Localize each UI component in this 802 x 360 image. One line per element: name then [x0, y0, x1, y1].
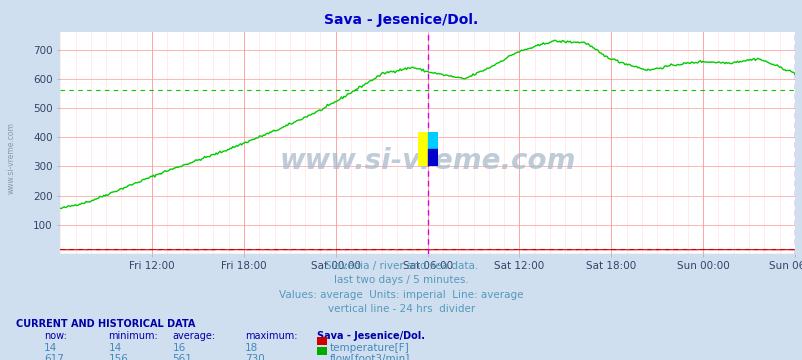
Text: 730: 730 — [245, 354, 265, 360]
Text: CURRENT AND HISTORICAL DATA: CURRENT AND HISTORICAL DATA — [16, 319, 195, 329]
Text: Sava - Jesenice/Dol.: Sava - Jesenice/Dol. — [317, 331, 424, 341]
Text: 561: 561 — [172, 354, 192, 360]
Text: average:: average: — [172, 331, 216, 341]
Text: now:: now: — [44, 331, 67, 341]
Text: 617: 617 — [44, 354, 64, 360]
Text: 14: 14 — [44, 343, 58, 353]
Text: 14: 14 — [108, 343, 122, 353]
Text: 156: 156 — [108, 354, 128, 360]
Text: www.si-vreme.com: www.si-vreme.com — [6, 122, 15, 194]
Text: flow[foot3/min]: flow[foot3/min] — [330, 354, 410, 360]
Text: Sava - Jesenice/Dol.: Sava - Jesenice/Dol. — [324, 13, 478, 27]
Text: vertical line - 24 hrs  divider: vertical line - 24 hrs divider — [327, 304, 475, 314]
Bar — [417, 132, 427, 166]
Text: Slovenia / river and sea data.: Slovenia / river and sea data. — [325, 261, 477, 271]
Text: minimum:: minimum: — [108, 331, 158, 341]
Text: last two days / 5 minutes.: last two days / 5 minutes. — [334, 275, 468, 285]
Text: www.si-vreme.com: www.si-vreme.com — [279, 147, 575, 175]
Text: temperature[F]: temperature[F] — [330, 343, 409, 353]
Bar — [427, 149, 437, 166]
Text: Values: average  Units: imperial  Line: average: Values: average Units: imperial Line: av… — [279, 290, 523, 300]
Bar — [427, 132, 437, 149]
Text: 16: 16 — [172, 343, 186, 353]
Text: 18: 18 — [245, 343, 258, 353]
Text: maximum:: maximum: — [245, 331, 297, 341]
